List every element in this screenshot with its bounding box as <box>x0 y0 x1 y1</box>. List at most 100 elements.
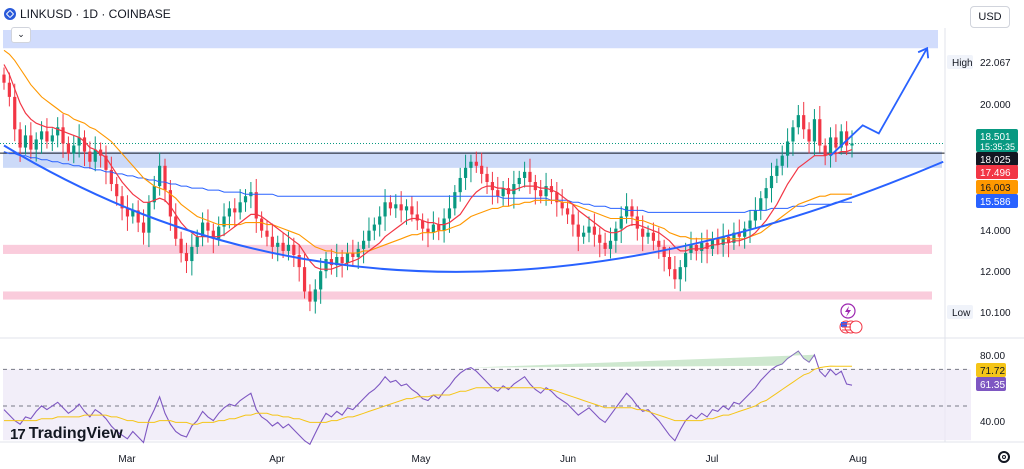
candle[interactable] <box>308 284 312 312</box>
candle[interactable] <box>34 132 38 162</box>
candle[interactable] <box>802 101 806 139</box>
candle[interactable] <box>254 178 258 233</box>
candle[interactable] <box>2 67 6 90</box>
event-markers[interactable] <box>839 303 863 334</box>
candle[interactable] <box>50 128 54 152</box>
candle[interactable] <box>302 253 307 299</box>
candle[interactable] <box>93 136 97 172</box>
candle[interactable] <box>292 237 296 267</box>
currency-select[interactable]: USD <box>970 6 1010 28</box>
candle[interactable] <box>630 199 634 226</box>
us-flag-icon[interactable] <box>849 320 863 334</box>
candle[interactable] <box>785 128 790 168</box>
candle[interactable] <box>812 109 817 156</box>
candle[interactable] <box>179 231 183 263</box>
candle[interactable] <box>136 200 140 233</box>
candle[interactable] <box>147 195 151 248</box>
gear-icon[interactable] <box>998 451 1010 463</box>
candle[interactable] <box>297 244 301 282</box>
candle[interactable] <box>125 195 130 231</box>
candle[interactable] <box>82 130 87 167</box>
candle[interactable] <box>45 118 49 149</box>
candle[interactable] <box>372 217 376 241</box>
candle[interactable] <box>769 162 774 203</box>
candle[interactable] <box>490 171 495 205</box>
candle[interactable] <box>243 189 248 212</box>
candle[interactable] <box>388 195 393 216</box>
candle[interactable] <box>190 233 194 276</box>
candle[interactable] <box>726 229 731 258</box>
candle[interactable] <box>66 136 71 161</box>
candle[interactable] <box>845 121 849 156</box>
candle[interactable] <box>383 189 387 231</box>
candle[interactable] <box>227 201 232 229</box>
candle[interactable] <box>764 177 768 211</box>
candle[interactable] <box>807 122 811 154</box>
candle[interactable] <box>340 249 344 278</box>
candle[interactable] <box>367 217 371 248</box>
candle[interactable] <box>61 114 65 158</box>
candle[interactable] <box>523 161 527 188</box>
candle[interactable] <box>249 182 253 209</box>
candle[interactable] <box>710 231 715 256</box>
candle[interactable] <box>394 194 398 218</box>
candle[interactable] <box>667 246 672 277</box>
candle[interactable] <box>619 206 623 244</box>
candle[interactable] <box>501 181 505 206</box>
candle[interactable] <box>222 203 226 237</box>
candle[interactable] <box>614 221 618 253</box>
candle[interactable] <box>115 176 119 206</box>
candle[interactable] <box>592 213 596 247</box>
candle[interactable] <box>99 142 103 168</box>
candle[interactable] <box>421 213 425 241</box>
candle[interactable] <box>29 122 33 160</box>
candle[interactable] <box>716 228 720 255</box>
candle[interactable] <box>539 179 543 204</box>
candle[interactable] <box>88 141 92 169</box>
candle[interactable] <box>378 206 382 237</box>
candle[interactable] <box>276 235 280 262</box>
candle[interactable] <box>700 232 704 263</box>
candle[interactable] <box>753 197 757 228</box>
candle[interactable] <box>109 156 113 192</box>
candle[interactable] <box>721 223 725 257</box>
candle[interactable] <box>603 232 607 256</box>
candle[interactable] <box>587 216 591 243</box>
candle[interactable] <box>77 124 81 158</box>
candle[interactable] <box>453 185 457 216</box>
candle[interactable] <box>233 198 237 227</box>
candle[interactable] <box>576 211 580 252</box>
candle[interactable] <box>56 117 60 148</box>
candle[interactable] <box>319 258 323 304</box>
candle[interactable] <box>480 152 484 184</box>
candle[interactable] <box>313 279 317 314</box>
candle[interactable] <box>571 204 575 237</box>
candle[interactable] <box>163 158 167 203</box>
candle[interactable] <box>431 211 435 240</box>
candle[interactable] <box>732 222 736 250</box>
candle[interactable] <box>528 158 532 194</box>
candle[interactable] <box>796 104 800 135</box>
candle[interactable] <box>582 225 586 244</box>
candle[interactable] <box>485 166 489 194</box>
candle[interactable] <box>635 206 639 241</box>
candle[interactable] <box>23 125 28 155</box>
candle[interactable] <box>673 255 677 289</box>
candle[interactable] <box>217 216 221 246</box>
candle[interactable] <box>7 72 11 107</box>
candle[interactable] <box>743 221 747 249</box>
candle[interactable] <box>598 227 602 258</box>
candle[interactable] <box>104 145 108 185</box>
symbol-header[interactable]: LINKUSD · 1D · COINBASE <box>4 7 171 21</box>
candle[interactable] <box>780 145 784 176</box>
candle[interactable] <box>651 222 656 251</box>
candle[interactable] <box>555 182 559 217</box>
candle[interactable] <box>442 208 446 243</box>
candle[interactable] <box>834 124 838 162</box>
collapse-legend-button[interactable]: ⌄ <box>11 27 31 43</box>
candle[interactable] <box>818 106 822 153</box>
candle[interactable] <box>120 186 124 221</box>
candle[interactable] <box>39 121 44 154</box>
candle[interactable] <box>839 124 843 155</box>
